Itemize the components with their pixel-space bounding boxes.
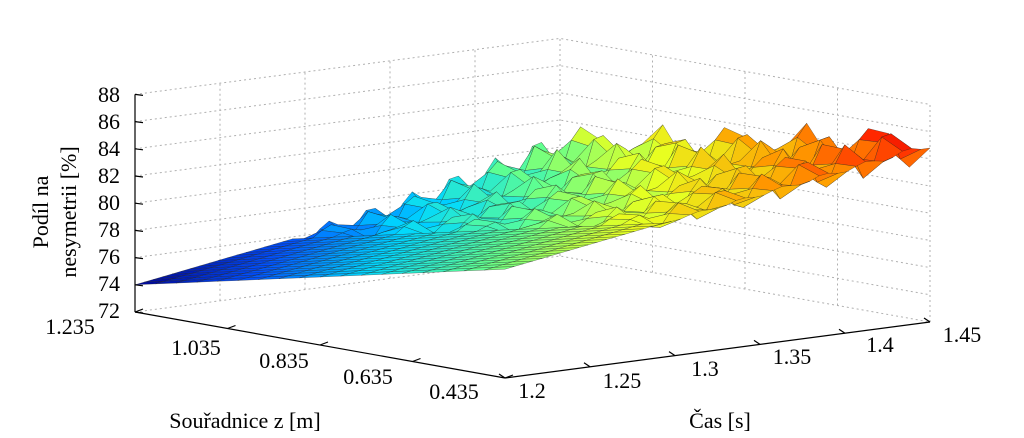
z-tick-label: 76 — [98, 244, 120, 269]
x-tick-label: 1.25 — [603, 368, 642, 393]
y-tick-label: 0.635 — [343, 364, 393, 389]
z-tick-label: 72 — [98, 298, 120, 323]
z-tick-label: 78 — [98, 217, 120, 242]
x-tick-mark — [668, 351, 676, 357]
z-tick-mark — [134, 93, 144, 96]
y-tick-label: 1.035 — [171, 335, 221, 360]
z-tick-label: 82 — [98, 163, 120, 188]
x-tick-label: 1.45 — [943, 322, 982, 347]
z-tick-mark — [134, 175, 144, 178]
y-tick-label: 0.835 — [259, 348, 309, 373]
y-tick-label: 1.235 — [45, 314, 95, 339]
x-tick-labels: 1.2 1.25 1.3 1.35 1.4 1.45 — [518, 322, 981, 403]
axes-frame — [134, 93, 931, 379]
surface-mesh — [134, 122, 931, 285]
z-axis-label: Podíl na nesymetrii [%] — [28, 146, 81, 277]
y-tick-mark — [227, 324, 236, 330]
x-tick-mark — [838, 328, 846, 334]
x-tick-label: 1.35 — [773, 344, 812, 369]
y-tick-mark — [319, 341, 329, 346]
grid-line — [134, 65, 931, 133]
surface-patch — [484, 266, 515, 271]
x-tick-label: 1.3 — [691, 356, 719, 381]
y-tick-labels: 1.235 1.035 0.835 0.635 0.435 — [45, 314, 479, 404]
y-tick-mark — [412, 357, 421, 363]
z-tick-mark — [134, 121, 144, 124]
z-tick-mark — [134, 257, 144, 260]
x-tick-label: 1.4 — [866, 332, 894, 357]
x-tick-mark — [498, 373, 506, 379]
z-tick-label: 84 — [98, 136, 120, 161]
y-tick-mark — [134, 308, 144, 313]
y-tick-label: 0.435 — [429, 379, 479, 404]
z-tick-mark — [134, 229, 144, 232]
y-tick-mark — [504, 374, 514, 379]
grid-line — [134, 37, 931, 105]
z-tick-mark — [134, 311, 144, 314]
z-tick-mark — [134, 202, 144, 205]
z-tick-mark — [134, 148, 144, 151]
x-axis-label: Čas [s] — [689, 408, 751, 433]
z-tick-label: 88 — [98, 82, 120, 107]
x-tick-label: 1.2 — [518, 378, 546, 403]
z-tick-label: 74 — [98, 271, 120, 296]
z-tick-label: 86 — [98, 109, 120, 134]
x-tick-mark — [753, 339, 761, 345]
z-axis-label-line1: Podíl na — [28, 175, 53, 248]
z-tick-mark — [134, 284, 144, 287]
z-tick-labels: 72 74 76 78 80 82 84 86 88 — [98, 82, 120, 323]
x-tick-mark — [583, 362, 591, 368]
x-tick-mark — [923, 317, 931, 323]
y-axis-label: Souřadnice z [m] — [169, 408, 321, 433]
z-tick-label: 80 — [98, 190, 120, 215]
z-axis-label-line2: nesymetrii [%] — [56, 146, 81, 277]
x-axis-line — [504, 321, 931, 379]
